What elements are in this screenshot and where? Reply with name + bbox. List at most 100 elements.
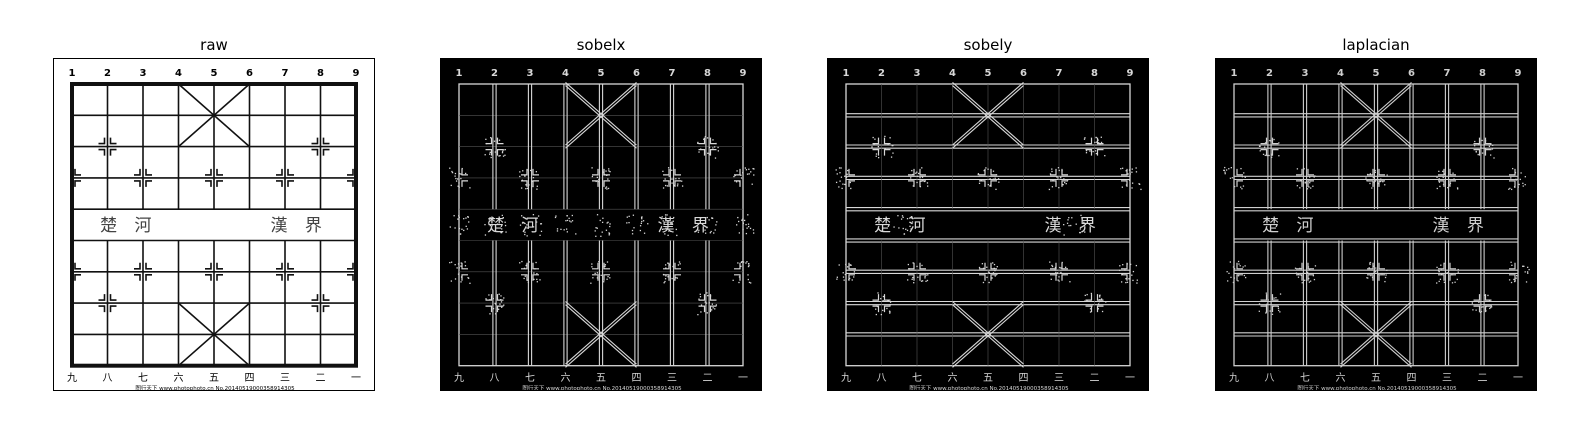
bottom-numeral: 八 xyxy=(877,373,887,384)
edge-speckle xyxy=(1296,185,1299,187)
edge-speckle xyxy=(840,167,842,169)
edge-speckle xyxy=(1068,217,1070,219)
edge-speckle xyxy=(732,279,734,281)
edge-speckle xyxy=(697,142,699,144)
edge-speckle xyxy=(836,276,838,278)
edge-speckle xyxy=(1058,187,1060,189)
edge-speckle xyxy=(1104,155,1106,157)
edge-speckle xyxy=(1232,281,1235,284)
edge-speckle xyxy=(664,178,666,180)
edge-speckle xyxy=(675,178,677,180)
edge-speckle xyxy=(1490,306,1492,309)
edge-speckle xyxy=(606,174,608,177)
edge-speckle xyxy=(989,178,991,180)
edge-speckle xyxy=(1306,188,1309,190)
column-number: 2 xyxy=(878,68,885,79)
edge-speckle xyxy=(488,222,490,224)
edge-speckle xyxy=(1373,181,1376,183)
position-marker xyxy=(485,137,493,145)
column-number: 9 xyxy=(1127,68,1134,79)
edge-speckle xyxy=(913,282,915,284)
edge-speckle xyxy=(505,231,507,233)
edge-speckle xyxy=(1233,277,1236,279)
edge-speckle xyxy=(556,230,559,232)
position-marker xyxy=(990,262,997,270)
column-number: 3 xyxy=(1302,68,1309,79)
edge-speckle xyxy=(1238,263,1240,265)
position-marker xyxy=(919,168,926,176)
edge-speckle xyxy=(1097,303,1100,305)
edge-speckle xyxy=(492,297,494,300)
edge-speckle xyxy=(700,217,702,219)
edge-speckle xyxy=(1457,271,1459,273)
edge-speckle xyxy=(1079,228,1082,230)
edge-speckle xyxy=(598,180,600,183)
position-marker xyxy=(145,262,152,270)
edge-speckle xyxy=(748,168,750,170)
edge-speckle xyxy=(1519,178,1521,181)
position-marker xyxy=(734,168,741,176)
edge-speckle xyxy=(519,224,522,226)
edge-speckle xyxy=(596,277,599,279)
edge-speckle xyxy=(600,274,602,276)
edge-speckle xyxy=(1065,183,1067,185)
edge-speckle xyxy=(1091,305,1093,307)
edge-speckle xyxy=(1301,282,1303,284)
position-marker xyxy=(145,274,152,281)
edge-speckle xyxy=(1481,306,1483,308)
edge-speckle xyxy=(1121,186,1124,188)
edge-speckle xyxy=(503,297,505,299)
edge-speckle xyxy=(985,167,987,169)
edge-speckle xyxy=(665,275,667,277)
edge-speckle xyxy=(1135,264,1138,267)
edge-speckle xyxy=(662,170,664,173)
edge-speckle xyxy=(1268,154,1270,157)
edge-speckle xyxy=(1475,150,1477,153)
position-marker xyxy=(919,274,926,281)
edge-speckle xyxy=(880,298,882,300)
edge-speckle xyxy=(532,177,535,179)
edge-speckle xyxy=(490,137,492,139)
edge-speckle xyxy=(849,264,851,266)
edge-speckle xyxy=(1265,311,1267,313)
edge-speckle xyxy=(1444,173,1446,175)
edge-speckle xyxy=(992,272,995,274)
bottom-numeral: 七 xyxy=(912,372,922,384)
edge-speckle xyxy=(504,154,506,156)
edge-speckle xyxy=(926,279,929,282)
position-marker xyxy=(1260,137,1268,145)
edge-speckle xyxy=(1131,182,1134,184)
edge-speckle xyxy=(665,219,667,221)
image-sobely: 1 2 3 4 5 6 7 8 9 九 八 七 六 五 四 三 二 一 楚 河 漢 界图行天下 www.photoph… xyxy=(827,58,1149,391)
position-marker xyxy=(663,180,670,187)
edge-speckle xyxy=(1051,264,1053,267)
edge-speckle xyxy=(532,226,535,228)
edge-speckle xyxy=(710,309,713,311)
edge-speckle xyxy=(740,174,742,176)
river-text-right: 漢 界 xyxy=(1044,216,1101,236)
bottom-numeral: 六 xyxy=(1336,372,1346,384)
edge-speckle xyxy=(845,176,848,178)
palace-diagonal xyxy=(565,85,637,149)
edge-speckle xyxy=(1510,188,1513,191)
edge-speckle xyxy=(889,301,892,303)
edge-speckle xyxy=(734,174,736,177)
edge-speckle xyxy=(1242,185,1245,187)
edge-speckle xyxy=(1049,173,1052,175)
edge-speckle xyxy=(1229,177,1232,179)
edge-speckle xyxy=(607,178,609,180)
edge-speckle xyxy=(626,222,628,224)
column-number: 9 xyxy=(353,68,360,79)
edge-speckle xyxy=(750,171,752,173)
position-marker xyxy=(1096,294,1104,301)
edge-speckle xyxy=(1472,309,1474,311)
edge-speckle xyxy=(843,279,845,281)
position-marker xyxy=(205,262,212,270)
board-frame xyxy=(1233,83,1519,367)
edge-speckle xyxy=(678,177,680,180)
position-marker xyxy=(276,180,283,187)
position-marker xyxy=(276,274,283,281)
edge-speckle xyxy=(1119,269,1121,272)
edge-speckle xyxy=(1132,279,1134,282)
position-marker xyxy=(1449,168,1456,176)
